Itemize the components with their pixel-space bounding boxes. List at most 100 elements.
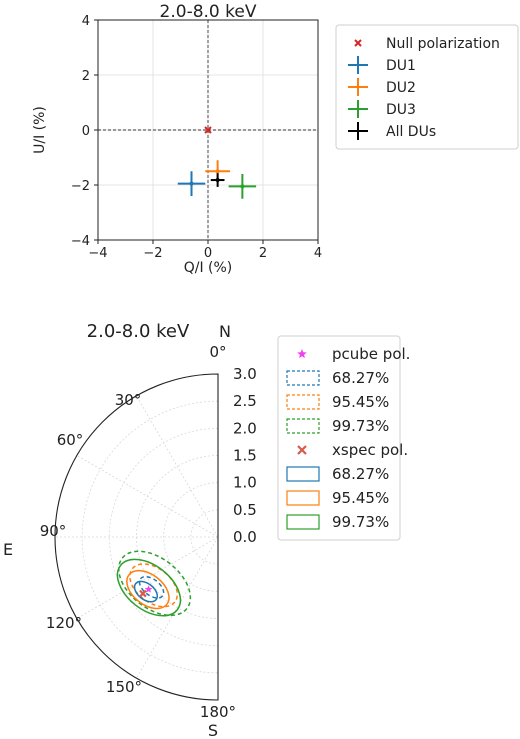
top-y-tick-label: −2 xyxy=(71,179,90,194)
north-label: N xyxy=(219,322,231,341)
legend-patch xyxy=(286,418,320,434)
top-legend-item: Null polarization xyxy=(354,36,500,52)
polar-grid-circle xyxy=(108,427,219,647)
legend-star-icon xyxy=(297,349,307,358)
polar-radial-label: 0.0 xyxy=(233,528,257,546)
polar-grid-circle xyxy=(163,482,219,592)
pcube-95-contour xyxy=(129,563,179,608)
polar-legend-item: pcube pol. xyxy=(297,345,410,363)
top-legend-item: DU3 xyxy=(348,100,416,118)
polar-chart: 2.0-8.0 keV N S E 0° 30° 60° 90° 120° 150° 180… xyxy=(3,321,410,739)
polar-legend-item: 99.73% xyxy=(286,417,389,435)
polar-grid-spoke xyxy=(136,536,219,679)
top-legend-label: DU3 xyxy=(386,102,416,118)
south-label: S xyxy=(208,721,218,739)
top-y-tick-label: 0 xyxy=(82,124,90,139)
polar-chart-title: 2.0-8.0 keV xyxy=(87,321,190,342)
polar-radial-label: 1.0 xyxy=(233,474,257,492)
polar-angle-label: 180° xyxy=(200,703,236,721)
top-chart-marks xyxy=(177,126,257,199)
polar-points xyxy=(139,585,153,598)
top-legend-item: DU2 xyxy=(348,78,416,96)
legend-patch xyxy=(286,490,320,506)
top-legend-item: All DUs xyxy=(348,122,436,140)
polar-ticks: 0° 30° 60° 90° 120° 150° 180° 3.0 2.5 2.0 1.5 1.0 0.… xyxy=(40,343,257,721)
xspec-pol-marker xyxy=(139,589,147,598)
polar-legend-item: 95.45% xyxy=(286,489,389,507)
du1-errorbar xyxy=(177,171,206,196)
polar-legend-item: xspec pol. xyxy=(297,441,408,459)
polar-radial-label: 3.0 xyxy=(233,365,257,383)
top-legend-item: DU1 xyxy=(348,56,416,74)
polar-boundary xyxy=(54,373,219,701)
polar-radial-label: 2.5 xyxy=(233,392,257,410)
polar-legend-label: 68.27% xyxy=(332,465,389,483)
polar-grid-spoke xyxy=(76,455,219,538)
top-x-tick-label: 2 xyxy=(259,246,267,261)
polar-angle-label: 30° xyxy=(115,391,142,409)
top-chart-xlabel: Q/I (%) xyxy=(184,260,233,276)
top-y-tick-label: −4 xyxy=(71,234,90,249)
top-chart-ylabel: U/I (%) xyxy=(32,106,48,154)
top-legend-label: All DUs xyxy=(386,124,436,140)
polar-legend-label: xspec pol. xyxy=(332,441,408,459)
polar-legend-item: 95.45% xyxy=(286,393,389,411)
polar-legend-label: pcube pol. xyxy=(332,345,410,363)
xspec-95-contour xyxy=(126,569,170,610)
top-legend-label: Null polarization xyxy=(386,36,500,52)
top-x-tick-label: 4 xyxy=(314,246,322,261)
polar-legend: pcube pol. 68.27% 95.45% 99.73% xspec pol. 68… xyxy=(277,335,410,541)
pcube-99-contour xyxy=(118,550,192,617)
top-x-tick-label: −2 xyxy=(143,246,162,261)
legend-patch xyxy=(286,370,320,386)
top-legend-label: DU1 xyxy=(386,58,416,74)
polar-grid-spoke xyxy=(76,536,219,619)
polar-grid-circle xyxy=(190,509,219,565)
polar-legend-item: 68.27% xyxy=(286,369,389,387)
legend-patch xyxy=(286,466,320,482)
polar-radial-label: 2.0 xyxy=(233,419,257,437)
polar-legend-label: 68.27% xyxy=(332,369,389,387)
polar-legend-label: 95.45% xyxy=(332,489,389,507)
null-polarization-marker xyxy=(204,126,212,134)
top-legend-frame xyxy=(335,24,519,150)
polar-grid-spoke xyxy=(136,395,219,538)
top-legend-items: Null polarization DU1 DU2 DU3 All DUs xyxy=(348,36,500,140)
polar-legend-item: 68.27% xyxy=(286,465,389,483)
legend-x-icon xyxy=(297,445,307,455)
legend-patch xyxy=(286,514,320,530)
polar-radial-label: 1.5 xyxy=(233,447,257,465)
polar-legend-label: 99.73% xyxy=(332,513,389,531)
polar-grid-circle xyxy=(136,455,219,619)
polar-contours xyxy=(116,550,192,617)
du3-errorbar xyxy=(228,174,257,199)
polar-grid xyxy=(54,373,219,701)
top-y-tick-label: 4 xyxy=(82,14,90,29)
polar-angle-label: 90° xyxy=(40,522,67,540)
top-legend: Null polarization DU1 DU2 DU3 All DUs xyxy=(335,24,519,150)
xspec-68-contour xyxy=(133,580,159,603)
pcube-pol-marker xyxy=(144,585,153,593)
top-x-tick-label: −4 xyxy=(88,246,107,261)
east-label: E xyxy=(3,540,13,559)
polar-legend-frame xyxy=(277,335,401,541)
top-y-tick-label: 2 xyxy=(82,69,90,84)
polar-legend-items: pcube pol. 68.27% 95.45% 99.73% xspec pol. 68… xyxy=(286,345,410,531)
top-chart-title: 2.0-8.0 keV xyxy=(160,2,257,22)
polar-radial-label: 0.5 xyxy=(233,501,257,519)
polar-angle-label: 150° xyxy=(106,678,142,696)
qu-scatter-chart: 2.0-8.0 keV −4 −2 0 2 4 4 2 0 −2 −4 Q/I (%) U/I (… xyxy=(32,2,519,276)
legend-patch xyxy=(286,394,320,410)
polar-grid-circle xyxy=(81,400,219,674)
polar-angle-label: 0° xyxy=(209,343,226,361)
polar-angle-label: 60° xyxy=(57,431,84,449)
top-chart-ticks: −4 −2 0 2 4 4 2 0 −2 −4 xyxy=(71,14,322,261)
polar-angle-label: 120° xyxy=(46,614,82,632)
polar-legend-label: 99.73% xyxy=(332,417,389,435)
pcube-68-contour xyxy=(138,575,165,599)
polar-legend-item: 99.73% xyxy=(286,513,389,531)
polar-legend-label: 95.45% xyxy=(332,393,389,411)
top-legend-label: DU2 xyxy=(386,80,416,96)
xspec-99-contour xyxy=(116,558,182,617)
